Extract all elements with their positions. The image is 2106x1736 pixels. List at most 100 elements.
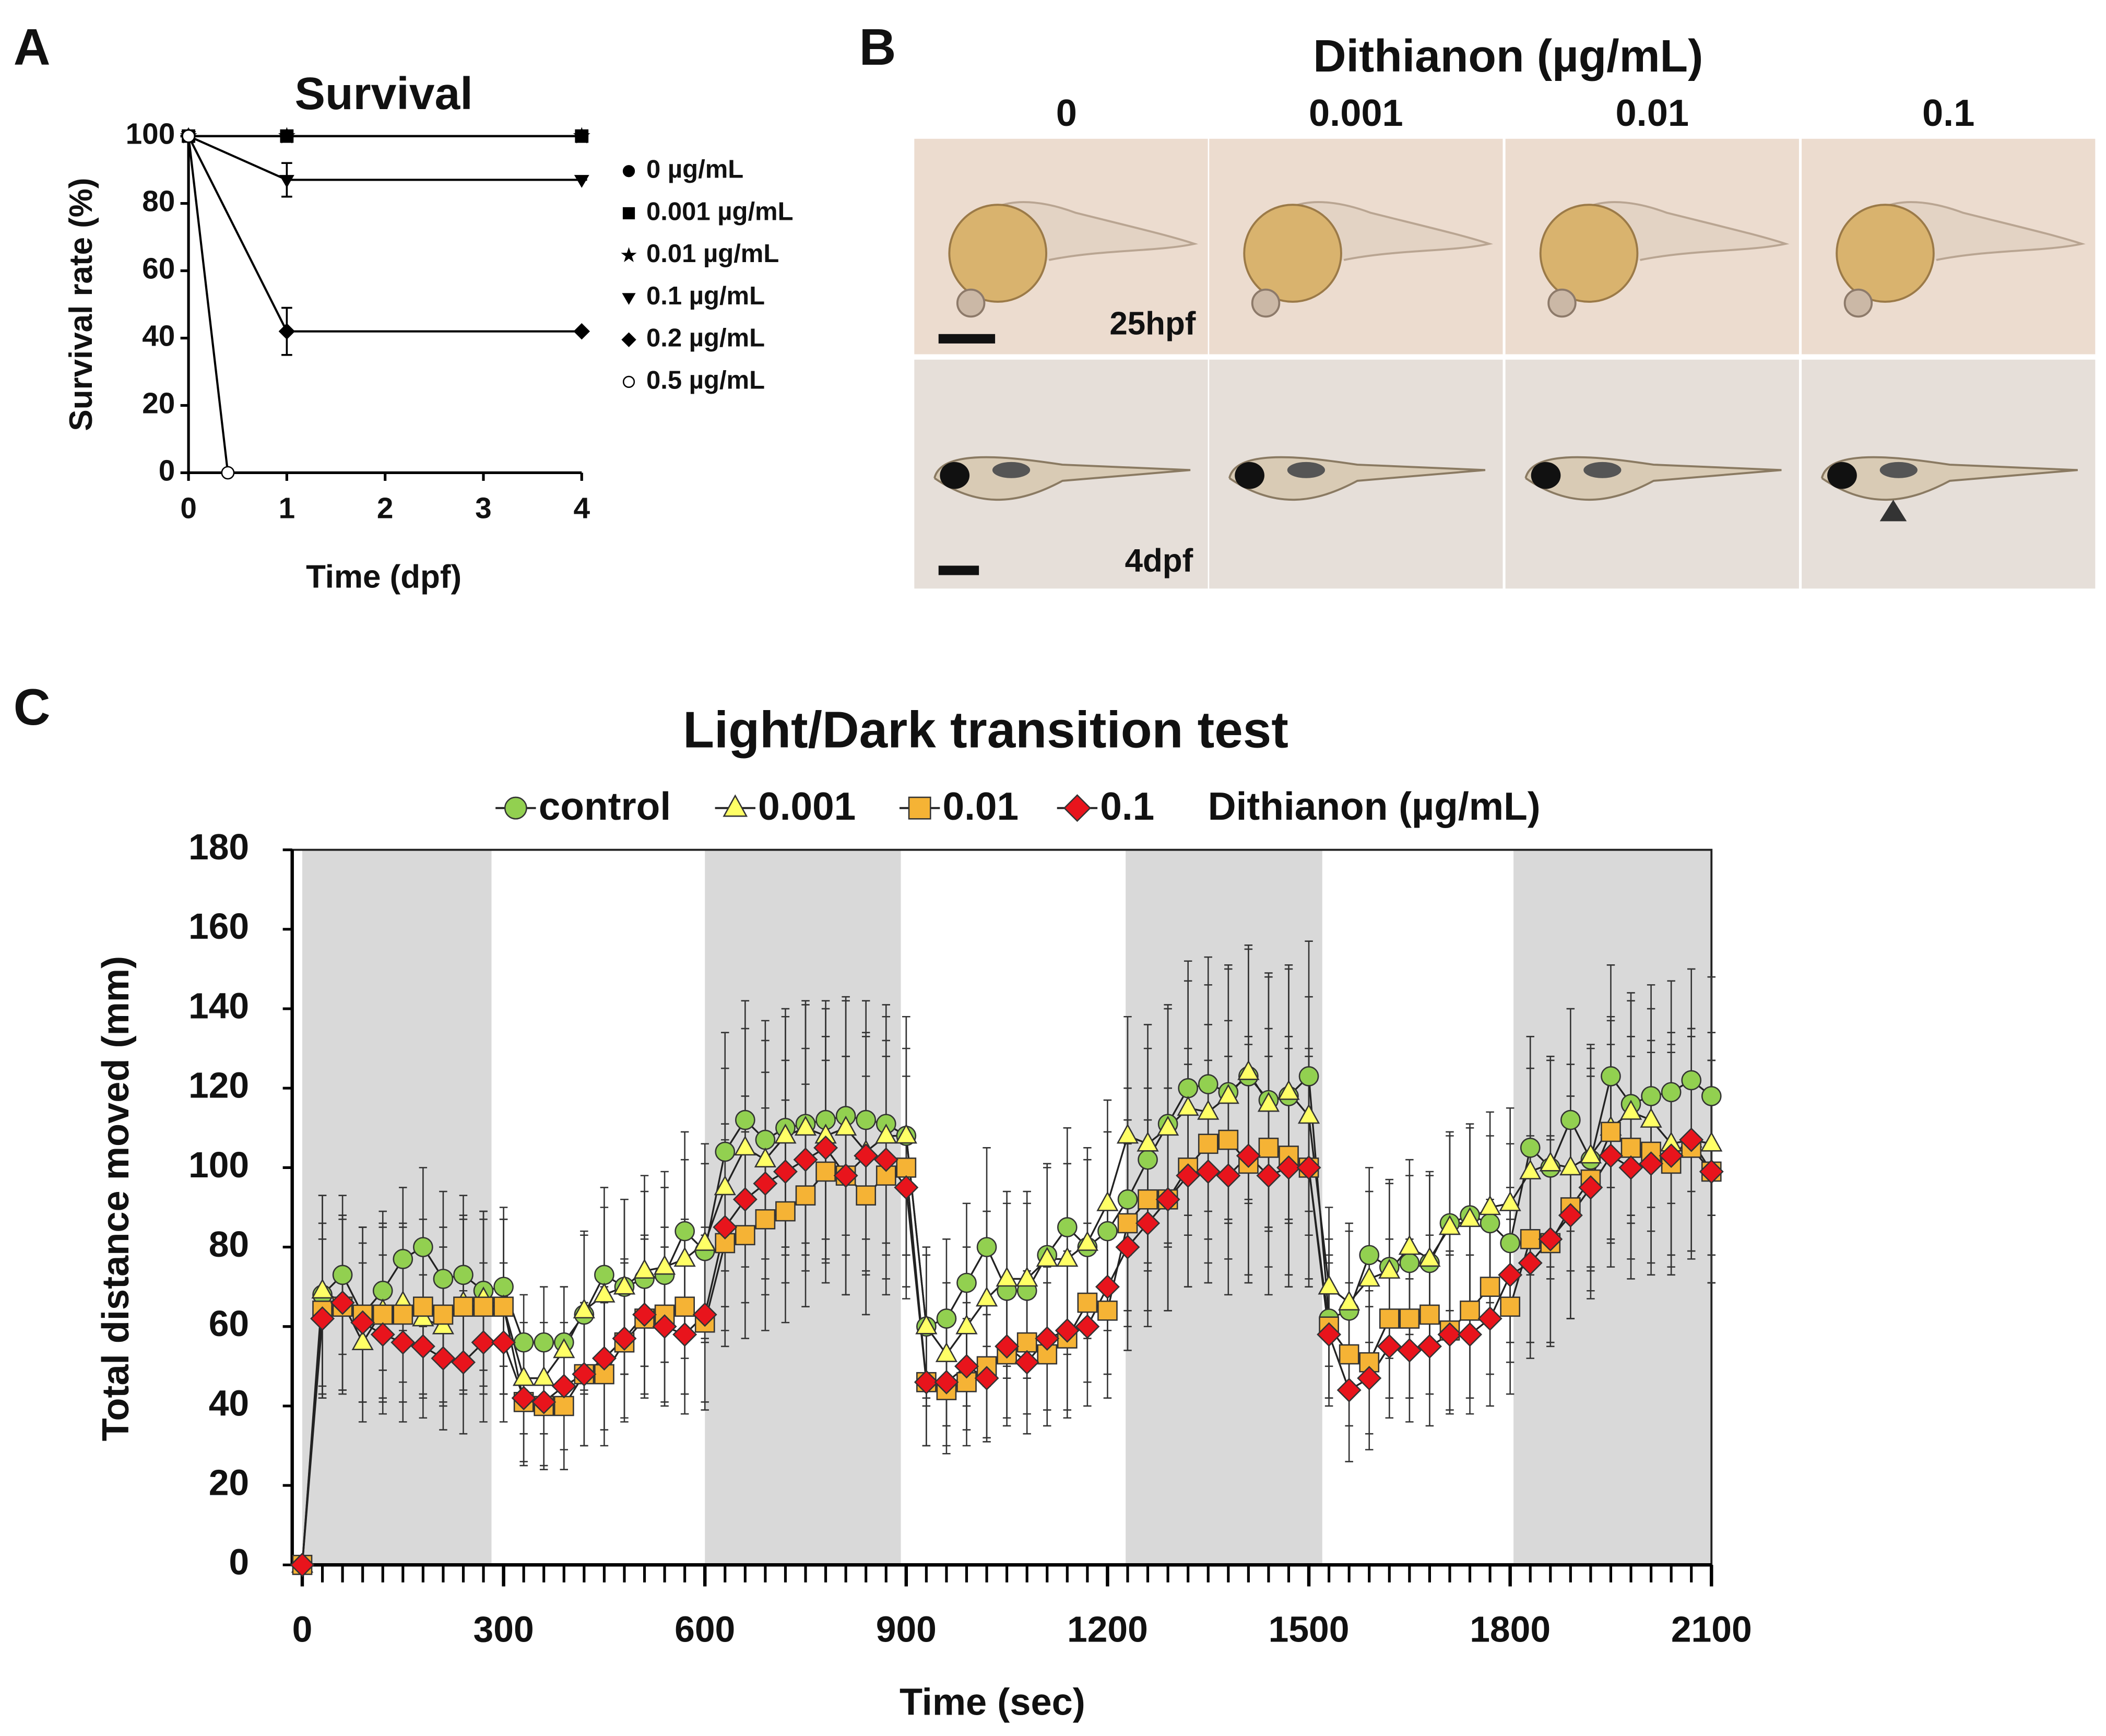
- marker: [1016, 1267, 1038, 1287]
- marker: [393, 1304, 413, 1325]
- legend-marker: [621, 247, 637, 263]
- marker: [1539, 1151, 1561, 1172]
- y-tick-label: 80: [209, 1224, 249, 1265]
- marker: [1014, 1350, 1039, 1375]
- marker: [1198, 1133, 1218, 1154]
- x-tick-label: 2: [377, 492, 394, 525]
- legend-label: control: [539, 784, 671, 828]
- eye: [1251, 288, 1281, 318]
- marker: [1357, 1366, 1382, 1391]
- x-axis-label: Time (dpf): [306, 559, 462, 595]
- marker: [1560, 1109, 1581, 1130]
- marker: [675, 1221, 695, 1242]
- x-tick-label: 1200: [1067, 1609, 1148, 1650]
- marker: [1640, 1107, 1662, 1128]
- marker: [182, 129, 195, 143]
- y-tick-label: 40: [209, 1383, 249, 1423]
- marker: [934, 1369, 959, 1395]
- marker: [1437, 1322, 1462, 1347]
- marker: [813, 1135, 838, 1160]
- marker: [1197, 1100, 1220, 1120]
- marker: [773, 1159, 798, 1184]
- marker: [393, 1249, 413, 1269]
- marker: [1035, 1326, 1060, 1351]
- marker: [531, 1389, 557, 1414]
- marker: [1558, 1203, 1583, 1228]
- marker: [1578, 1175, 1603, 1200]
- marker: [1217, 1084, 1239, 1104]
- marker: [1297, 1104, 1320, 1124]
- marker: [794, 1115, 817, 1136]
- marker: [856, 1185, 877, 1206]
- marker: [915, 1314, 938, 1335]
- panel-label: C: [14, 678, 51, 736]
- marker: [1296, 1155, 1321, 1180]
- marker: [653, 1255, 676, 1275]
- marker: [1338, 1290, 1360, 1310]
- marker: [1499, 1191, 1521, 1211]
- eye: [1235, 462, 1264, 489]
- marker: [775, 1201, 796, 1222]
- marker: [896, 1158, 917, 1178]
- marker: [1216, 1163, 1241, 1188]
- marker: [473, 1296, 494, 1317]
- dark-period: [1513, 849, 1712, 1565]
- marker: [1641, 1086, 1661, 1106]
- marker: [1055, 1318, 1080, 1343]
- marker: [1579, 1143, 1602, 1164]
- marker: [279, 175, 294, 188]
- x-axis-label: Time (sec): [900, 1682, 1085, 1723]
- marker: [753, 1171, 778, 1196]
- marker: [1699, 1159, 1724, 1184]
- marker: [715, 1141, 736, 1162]
- marker: [493, 1277, 514, 1297]
- y-axis-label: Survival rate (%): [63, 178, 99, 431]
- marker: [391, 1330, 416, 1355]
- marker: [1016, 1332, 1037, 1353]
- marker: [854, 1143, 879, 1168]
- legend-marker: [908, 796, 931, 820]
- marker: [433, 1304, 454, 1325]
- marker: [1639, 1151, 1664, 1176]
- marker: [1276, 1155, 1301, 1180]
- marker: [1681, 1070, 1702, 1091]
- marker: [856, 1109, 877, 1130]
- marker: [574, 175, 589, 188]
- marker: [534, 1332, 554, 1353]
- marker: [1379, 1308, 1400, 1329]
- series-line: [188, 135, 582, 181]
- swim-bladder: [1879, 462, 1918, 478]
- y-tick-label: 140: [188, 985, 249, 1026]
- panel-b-title: Dithianon (µg/mL): [1313, 30, 1703, 81]
- panel-label: A: [14, 18, 51, 76]
- scale-bar: [938, 565, 979, 575]
- marker: [1218, 1129, 1239, 1150]
- marker: [451, 1350, 476, 1375]
- marker: [895, 1124, 917, 1144]
- marker: [1075, 1314, 1100, 1339]
- marker: [1117, 1189, 1138, 1210]
- marker: [1700, 1131, 1723, 1152]
- marker: [633, 1258, 656, 1279]
- x-tick-label: 1: [279, 492, 295, 525]
- swim-bladder: [1583, 462, 1622, 478]
- swim-bladder: [992, 462, 1031, 478]
- legend-label: 0.1: [1100, 784, 1154, 828]
- marker: [1679, 1127, 1704, 1152]
- legend-marker: [622, 293, 636, 305]
- marker: [734, 1135, 756, 1156]
- marker: [351, 1330, 374, 1351]
- marker: [735, 1225, 755, 1246]
- marker: [754, 1147, 777, 1168]
- marker: [591, 1346, 617, 1371]
- marker: [1598, 1143, 1623, 1168]
- x-tick-label: 0: [180, 492, 197, 525]
- marker: [553, 1338, 575, 1359]
- marker: [1138, 1149, 1158, 1170]
- legend-label: 0.01: [942, 784, 1019, 828]
- x-tick-label: 1800: [1470, 1609, 1551, 1650]
- marker: [834, 1115, 857, 1136]
- marker: [551, 1374, 576, 1399]
- scale-bar: [938, 334, 996, 344]
- marker: [1378, 1258, 1401, 1279]
